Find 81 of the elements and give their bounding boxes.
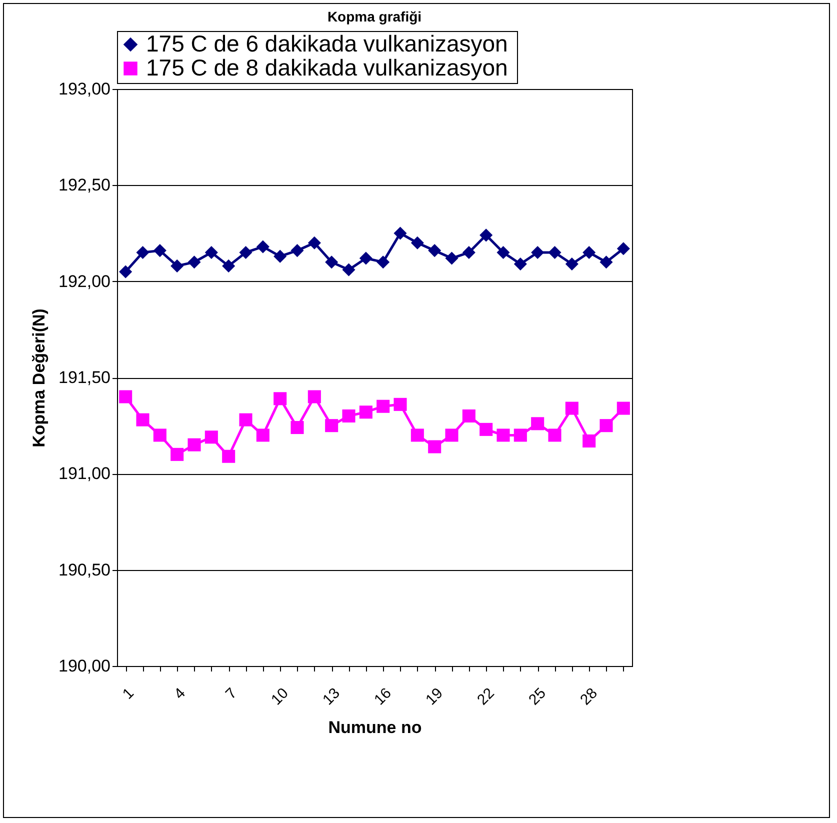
x-tick-label: 7 [222,684,240,703]
point [188,438,201,452]
point [600,419,613,432]
point [119,390,132,404]
point [170,448,184,461]
x-tick-label: 4 [170,684,189,703]
point [153,428,166,442]
point [274,392,287,406]
point [480,422,493,436]
point [462,246,476,259]
point [256,240,270,254]
chart-title: Kopma grafiği [327,8,422,24]
point [308,236,321,250]
point [428,440,442,454]
point [531,417,544,430]
point [359,252,372,265]
point [462,409,476,422]
point [325,256,338,269]
point [514,258,527,271]
point [256,428,270,442]
point [410,236,424,250]
point [548,428,562,442]
point [153,244,166,258]
point [204,246,218,259]
y-tick-label: 193,00 [58,80,110,98]
point [188,256,201,269]
x-tick-label: 28 [577,684,601,709]
point [445,428,458,442]
point [222,259,236,272]
y-tick-label: 191,00 [58,464,110,484]
point [222,450,236,463]
y-tick-label: 192,50 [58,176,110,195]
x-tick-label: 16 [371,684,395,709]
point [582,434,596,448]
y-tick-label: 192,00 [58,272,110,291]
y-tick-label: 190,50 [58,560,110,580]
point [496,246,510,259]
point [582,246,596,259]
point [514,428,527,442]
x-tick-label: 25 [526,684,550,709]
point [290,420,304,434]
point [410,428,424,442]
point [239,413,252,426]
point [136,413,150,426]
point [170,259,184,272]
point [531,246,544,259]
point [600,256,613,269]
point [290,244,304,258]
point [359,406,372,419]
point [565,258,578,271]
x-axis-title: Numune no [328,718,422,737]
point [565,402,578,415]
point [548,246,562,259]
point [204,430,218,444]
y-tick-label: 191,50 [58,368,110,387]
x-tick-label: 13 [320,684,344,709]
point [616,402,630,415]
x-tick-label: 1 [119,684,138,703]
y-tick-label: 190,00 [58,656,110,676]
y-axis-title: Kopma Değeri(N) [30,308,49,448]
x-tick-label: 19 [422,684,446,709]
point [136,246,150,259]
point [239,246,252,259]
point [325,419,338,432]
point [394,226,407,240]
point [274,250,287,263]
point [496,428,510,442]
point [119,265,132,278]
point [394,398,407,411]
point [616,242,630,256]
point [445,252,458,265]
point [342,263,356,276]
point [376,256,390,269]
point [342,409,356,422]
point [428,244,442,258]
legend-label: 175 C de 6 dakikada vulkanizasyon [146,30,508,56]
point [376,400,390,413]
point [480,228,493,242]
x-tick-label: 10 [268,684,292,709]
x-tick-label: 22 [474,684,498,709]
point [308,390,321,404]
